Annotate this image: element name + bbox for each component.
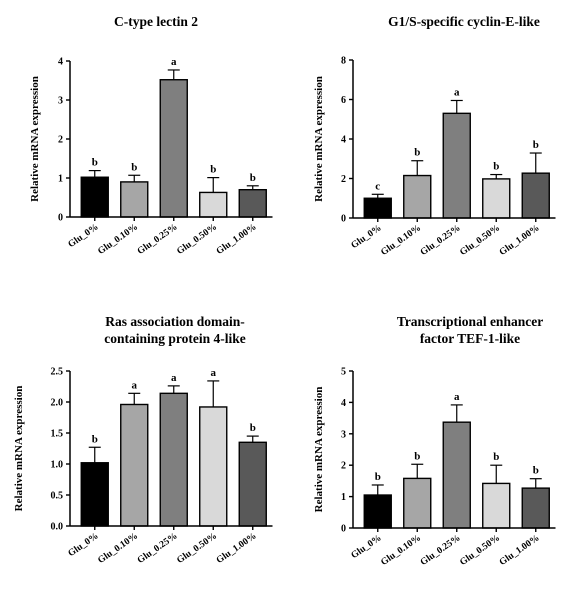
y-tick-label: 0 bbox=[341, 214, 346, 225]
bar bbox=[442, 112, 471, 219]
x-tick-label: Glu_0.25% bbox=[419, 533, 463, 568]
y-tick-label: 1 bbox=[58, 174, 63, 185]
x-tick-label: Glu_0.10% bbox=[96, 531, 140, 566]
bar bbox=[482, 178, 511, 219]
bar bbox=[363, 494, 392, 529]
bar bbox=[403, 174, 432, 219]
x-tick-label: Glu_0.50% bbox=[175, 531, 219, 566]
bar bbox=[199, 406, 228, 527]
bar bbox=[199, 191, 228, 218]
y-tick-label: 6 bbox=[341, 95, 346, 106]
significance-letter: a bbox=[171, 56, 177, 68]
x-tick-label: Glu_1.00% bbox=[215, 531, 259, 566]
bar bbox=[238, 188, 267, 218]
significance-letter: b bbox=[250, 172, 256, 184]
x-tick-label: Glu_0% bbox=[350, 533, 384, 561]
y-tick-label: 2.5 bbox=[51, 367, 64, 378]
y-tick-label: 2.0 bbox=[51, 398, 64, 409]
x-tick-label: Glu_0.25% bbox=[136, 222, 180, 257]
significance-letter: a bbox=[211, 367, 217, 379]
y-tick-label: 3 bbox=[341, 429, 346, 440]
significance-letter: b bbox=[493, 451, 499, 463]
bar bbox=[442, 421, 471, 529]
chart-ras-association-domain: Ras association domain-containing protei… bbox=[13, 314, 273, 566]
significance-letter: b bbox=[533, 139, 539, 151]
x-tick-label: Glu_1.00% bbox=[215, 222, 259, 257]
x-tick-label: Glu_0% bbox=[350, 223, 384, 251]
bar bbox=[120, 403, 149, 527]
chart-title: Ras association domain- bbox=[105, 314, 245, 329]
significance-letter: b bbox=[210, 164, 216, 176]
y-axis-label: Relative mRNA expression bbox=[13, 386, 25, 512]
y-tick-label: 1.5 bbox=[51, 429, 64, 440]
y-tick-label: 8 bbox=[341, 56, 346, 67]
significance-letter: b bbox=[92, 433, 98, 445]
y-tick-label: 5 bbox=[341, 367, 346, 378]
bar bbox=[403, 477, 432, 529]
significance-letter: b bbox=[414, 147, 420, 159]
significance-letter: a bbox=[171, 372, 177, 384]
y-tick-label: 2 bbox=[341, 174, 346, 185]
chart-c-type-lectin-2: C-type lectin 2 Relative mRNA expression b… bbox=[29, 14, 273, 257]
x-tick-label: Glu_1.00% bbox=[498, 533, 542, 568]
chart-title: C-type lectin 2 bbox=[114, 14, 198, 29]
x-tick-label: Glu_0.10% bbox=[379, 533, 423, 568]
significance-letter: b bbox=[533, 465, 539, 477]
significance-letter: b bbox=[493, 161, 499, 173]
chart-title: Transcriptional enhancer bbox=[397, 314, 543, 329]
y-tick-label: 3 bbox=[58, 96, 63, 107]
x-tick-label: Glu_0.50% bbox=[458, 533, 502, 568]
x-tick-label: Glu_0.10% bbox=[379, 223, 423, 258]
y-tick-label: 1 bbox=[341, 492, 346, 503]
significance-letter: b bbox=[414, 450, 420, 462]
y-tick-label: 4 bbox=[341, 398, 346, 409]
bar bbox=[120, 181, 149, 218]
significance-letter: b bbox=[375, 471, 381, 483]
y-tick-label: 1.0 bbox=[51, 460, 64, 471]
bar bbox=[521, 487, 550, 529]
y-tick-label: 0 bbox=[341, 524, 346, 535]
x-tick-label: Glu_0.50% bbox=[175, 222, 219, 257]
bar bbox=[482, 482, 511, 529]
y-axis-label: Relative mRNA expression bbox=[29, 76, 41, 202]
chart-transcriptional-enhancer-tef1: Transcriptional enhancer factor TEF-1-lik… bbox=[313, 314, 556, 568]
significance-letter: b bbox=[92, 157, 98, 169]
significance-letter: b bbox=[250, 422, 256, 434]
bar bbox=[80, 462, 109, 527]
y-tick-label: 4 bbox=[341, 135, 346, 146]
y-tick-label: 0.0 bbox=[51, 522, 64, 533]
x-tick-label: Glu_0.25% bbox=[136, 531, 180, 566]
significance-letter: a bbox=[132, 379, 138, 391]
chart-title: G1/S-specific cyclin-E-like bbox=[388, 14, 540, 29]
y-tick-label: 2 bbox=[341, 461, 346, 472]
bar bbox=[159, 392, 188, 527]
x-tick-label: Glu_0% bbox=[67, 531, 101, 559]
significance-letter: a bbox=[454, 391, 460, 403]
x-tick-label: Glu_0.25% bbox=[419, 223, 463, 258]
y-axis-label: Relative mRNA expression bbox=[313, 76, 325, 202]
bar bbox=[80, 176, 109, 218]
bar bbox=[238, 441, 267, 527]
y-tick-label: 0.5 bbox=[51, 491, 64, 502]
bar bbox=[363, 197, 392, 219]
significance-letter: b bbox=[131, 161, 137, 173]
x-tick-label: Glu_0.10% bbox=[96, 222, 140, 257]
y-axis-label: Relative mRNA expression bbox=[313, 387, 325, 513]
x-tick-label: Glu_1.00% bbox=[498, 223, 542, 258]
y-tick-label: 4 bbox=[58, 57, 63, 68]
significance-letter: a bbox=[454, 86, 460, 98]
significance-letter: c bbox=[375, 180, 380, 192]
y-tick-label: 2 bbox=[58, 135, 63, 146]
bar bbox=[159, 79, 188, 218]
chart-title: containing protein 4-like bbox=[104, 331, 246, 346]
x-tick-label: Glu_0% bbox=[67, 222, 101, 250]
chart-title: factor TEF-1-like bbox=[420, 331, 520, 346]
y-tick-label: 0 bbox=[58, 213, 63, 224]
bar bbox=[521, 172, 550, 219]
chart-g1s-cyclin-e-like: G1/S-specific cyclin-E-like Relative mRNA… bbox=[313, 14, 556, 258]
x-tick-label: Glu_0.50% bbox=[458, 223, 502, 258]
